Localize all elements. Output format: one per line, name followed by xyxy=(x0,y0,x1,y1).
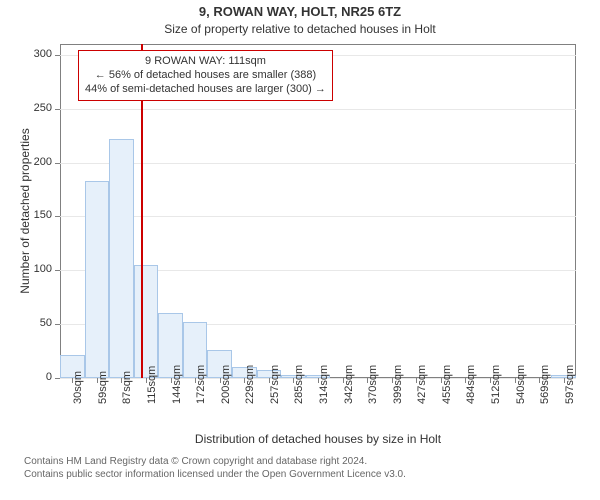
annotation-line-2: ← 56% of detached houses are smaller (38… xyxy=(85,69,326,83)
xtick-label: 285sqm xyxy=(293,392,305,404)
figure: 9, ROWAN WAY, HOLT, NR25 6TZ Size of pro… xyxy=(0,0,600,500)
annotation-line-3: 44% of semi-detached houses are larger (… xyxy=(85,83,326,97)
annotation-line-1: 9 ROWAN WAY: 111sqm xyxy=(85,55,326,69)
ytick-mark xyxy=(55,163,60,164)
ytick-label: 0 xyxy=(20,371,52,383)
xtick-label: 455sqm xyxy=(441,392,453,404)
xtick-label: 87sqm xyxy=(121,392,133,404)
xtick-label: 314sqm xyxy=(318,392,330,404)
x-axis-label: Distribution of detached houses by size … xyxy=(60,432,576,446)
gridline xyxy=(60,163,576,164)
xtick-label: 172sqm xyxy=(195,392,207,404)
ytick-label: 150 xyxy=(20,209,52,221)
xtick-label: 484sqm xyxy=(465,392,477,404)
annotation-box: 9 ROWAN WAY: 111sqm ← 56% of detached ho… xyxy=(78,50,333,101)
ytick-label: 250 xyxy=(20,102,52,114)
xtick-label: 257sqm xyxy=(269,392,281,404)
ytick-label: 50 xyxy=(20,317,52,329)
ytick-label: 100 xyxy=(20,263,52,275)
xtick-label: 399sqm xyxy=(392,392,404,404)
histogram-bar xyxy=(85,181,110,378)
ytick-mark xyxy=(55,378,60,379)
xtick-label: 342sqm xyxy=(343,392,355,404)
chart-title: 9, ROWAN WAY, HOLT, NR25 6TZ xyxy=(0,4,600,19)
xtick-label: 370sqm xyxy=(367,392,379,404)
ytick-mark xyxy=(55,270,60,271)
chart-subtitle: Size of property relative to detached ho… xyxy=(0,22,600,36)
xtick-label: 427sqm xyxy=(416,392,428,404)
attribution: Contains HM Land Registry data © Crown c… xyxy=(24,456,584,481)
ytick-mark xyxy=(55,216,60,217)
xtick-label: 512sqm xyxy=(490,392,502,404)
gridline xyxy=(60,109,576,110)
ytick-mark xyxy=(55,55,60,56)
xtick-label: 229sqm xyxy=(244,392,256,404)
ytick-label: 300 xyxy=(20,48,52,60)
ytick-label: 200 xyxy=(20,156,52,168)
attribution-line-2: Contains public sector information licen… xyxy=(24,469,584,482)
ytick-mark xyxy=(55,109,60,110)
xtick-label: 540sqm xyxy=(515,392,527,404)
xtick-label: 144sqm xyxy=(171,392,183,404)
xtick-label: 597sqm xyxy=(564,392,576,404)
xtick-label: 200sqm xyxy=(220,392,232,404)
xtick-label: 30sqm xyxy=(72,392,84,404)
histogram-bar xyxy=(109,139,134,378)
xtick-label: 59sqm xyxy=(97,392,109,404)
ytick-mark xyxy=(55,324,60,325)
gridline xyxy=(60,216,576,217)
histogram-bar xyxy=(134,265,159,378)
xtick-label: 569sqm xyxy=(539,392,551,404)
xtick-label: 115sqm xyxy=(146,392,158,404)
attribution-line-1: Contains HM Land Registry data © Crown c… xyxy=(24,456,584,469)
